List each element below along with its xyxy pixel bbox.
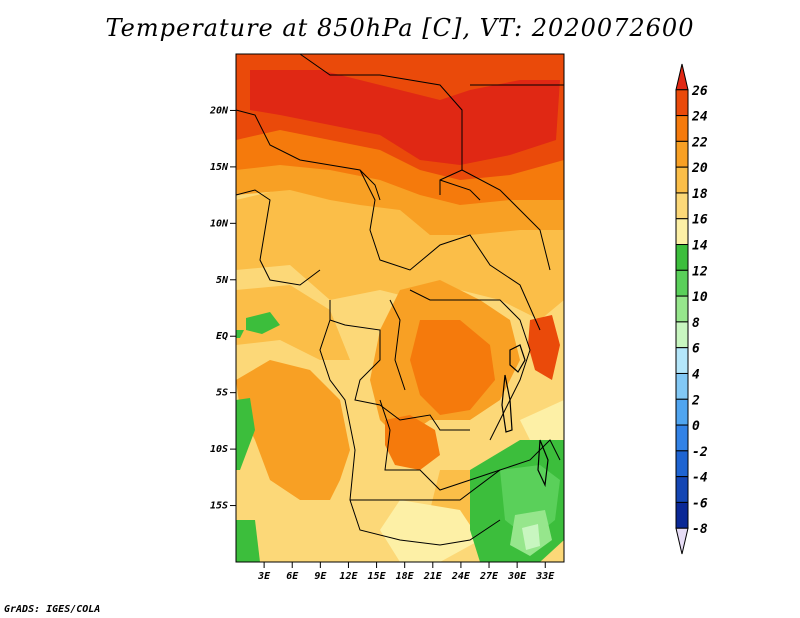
colorbar-label: 2 <box>691 393 700 408</box>
border-line <box>409 289 531 441</box>
country-borders <box>235 53 564 546</box>
temperature-region <box>236 520 260 562</box>
colorbar-label: 22 <box>691 135 708 150</box>
lon-tick-label: 3E <box>257 571 271 582</box>
border-line <box>379 399 501 491</box>
temperature-region <box>236 398 255 470</box>
lon-tick-label: 15E <box>368 571 387 582</box>
temperature-region <box>380 500 480 562</box>
colorbar-swatch <box>675 244 689 271</box>
border-line <box>235 109 381 201</box>
temperature-region <box>522 524 540 550</box>
lon-tick-label: 21E <box>423 571 443 582</box>
colorbar-swatch <box>675 450 689 478</box>
lon-tick-label: 12E <box>339 571 358 582</box>
colorbar-swatch <box>675 372 689 400</box>
colorbar-swatch <box>675 89 689 117</box>
colorbar-label: 14 <box>692 239 708 254</box>
border-line <box>461 169 551 271</box>
colorbar-swatch <box>675 166 689 194</box>
lat-tick-label: 15S <box>210 501 228 512</box>
map-frame <box>235 53 565 563</box>
colorbar-label: -6 <box>692 496 708 511</box>
border-line <box>359 169 541 331</box>
colorbar-swatch <box>675 321 689 349</box>
colorbar-swatch <box>675 218 689 246</box>
colorbar-swatch <box>675 424 689 452</box>
colorbar-label: 18 <box>692 187 708 202</box>
colorbar-over-triangle <box>675 63 689 91</box>
grads-credit: GrADS: IGES/COLA <box>4 604 101 615</box>
border-line <box>439 179 481 201</box>
temperature-region <box>410 320 495 415</box>
border-line <box>350 439 561 501</box>
colorbar-label: 6 <box>692 342 700 357</box>
lat-tick-label: 5S <box>216 388 228 399</box>
temperature-region <box>250 70 560 165</box>
longitude-axis: 3E 6E 9E 12E 15E 18E 21E 24E 27E 30E 33E <box>257 562 555 582</box>
border-line <box>235 189 321 286</box>
border-line <box>389 299 406 391</box>
colorbar-label: -8 <box>692 522 708 537</box>
lake-victoria <box>509 344 526 373</box>
colorbar-swatch <box>675 295 689 323</box>
lat-tick-label: 10S <box>210 444 228 455</box>
lon-tick-label: 24E <box>451 571 471 582</box>
colorbar-label: 26 <box>691 84 708 99</box>
colorbar-label: 0 <box>692 419 700 434</box>
temperature-region <box>528 315 560 380</box>
lon-tick-label: 30E <box>507 571 527 582</box>
colorbar-swatch <box>675 269 689 297</box>
colorbar-label: 12 <box>692 264 708 279</box>
lake-tanganyika <box>501 374 513 433</box>
colorbar-swatch <box>675 476 689 503</box>
colorbar-swatch <box>675 115 689 142</box>
temperature-region <box>246 312 280 334</box>
lon-tick-label: 6E <box>286 571 299 582</box>
temperature-region <box>385 415 440 470</box>
temperature-region <box>236 360 350 500</box>
lon-tick-label: 9E <box>314 571 327 582</box>
lat-tick-label: 20N <box>209 105 229 116</box>
border-line <box>299 53 463 195</box>
colorbar-label: 4 <box>692 367 700 382</box>
colorbar-swatch <box>675 398 689 426</box>
colorbar-swatch <box>675 347 689 374</box>
lat-tick-label: EQ <box>216 331 228 342</box>
lat-tick-label: 10N <box>210 218 229 229</box>
colorbar-label: 20 <box>691 161 708 176</box>
lat-tick-label: 15N <box>210 162 229 173</box>
latitude-axis: 20N 15N 10N 5N EQ 5S 10S 15S <box>209 105 236 512</box>
colorbar-label: 16 <box>692 213 708 228</box>
temperature-region <box>236 150 564 235</box>
colorbar-label: -4 <box>692 471 708 486</box>
temperature-region <box>236 285 350 360</box>
colorbar-swatch <box>675 192 689 220</box>
colorbar-label: 10 <box>692 290 708 305</box>
temperature-field <box>236 54 564 562</box>
colorbar-swatch <box>675 140 689 168</box>
border-line <box>329 300 470 431</box>
lon-tick-label: 18E <box>396 571 415 582</box>
colorbar-label: 24 <box>691 110 708 125</box>
colorbar-label: -2 <box>692 445 708 460</box>
lon-tick-label: 27E <box>479 571 499 582</box>
chart-title: Temperature at 850hPa [C], VT: 202007260… <box>105 14 695 42</box>
lake-malawi <box>537 439 549 488</box>
lon-tick-label: 33E <box>535 571 555 582</box>
colorbar-under-triangle <box>675 527 689 555</box>
colorbar-swatch <box>675 501 689 529</box>
colorbar-label: 8 <box>692 316 700 331</box>
temperature-region <box>236 330 244 338</box>
lat-tick-label: 5N <box>216 275 229 286</box>
